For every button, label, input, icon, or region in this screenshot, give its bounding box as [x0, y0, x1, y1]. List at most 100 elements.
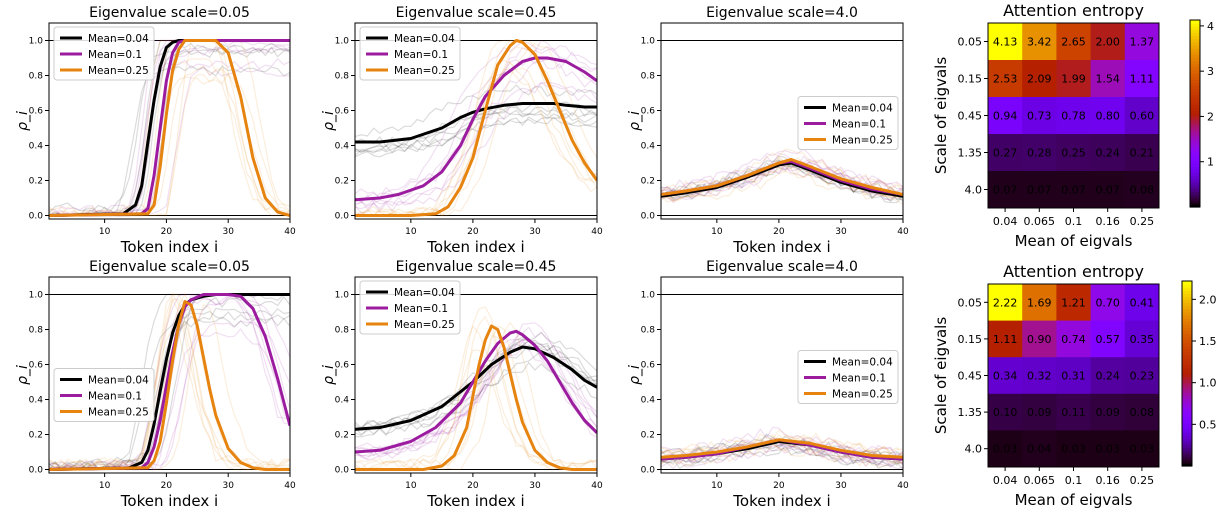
colorbar-step	[1182, 453, 1192, 458]
colorbar-tick-label: 3	[1207, 65, 1214, 78]
heatmap-cell	[1022, 60, 1057, 98]
trial-curve	[661, 432, 903, 457]
colorbar-step	[1182, 364, 1192, 368]
y-tick-label: 1.0	[29, 37, 44, 47]
cell-value-label: 0.90	[1027, 333, 1052, 346]
cell-value-label: 0.41	[1130, 296, 1155, 309]
colorbar-step	[1190, 197, 1200, 202]
x-category-label: 0.25	[1130, 474, 1155, 487]
y-tick-label: 0.4	[641, 396, 656, 406]
y-category-label: 0.15	[958, 73, 983, 86]
y-axis-label: ρ_i	[627, 365, 643, 385]
colorbar-step	[1182, 281, 1192, 285]
colorbar-step	[1190, 185, 1200, 189]
trial-curve	[355, 39, 597, 217]
axes-frame	[660, 276, 904, 474]
x-axis-label: Token index i	[732, 492, 830, 510]
heatmap-cell	[988, 23, 1023, 61]
cell-value-label: 0.09	[1027, 406, 1052, 419]
axes-frame	[354, 22, 598, 220]
legend-entry: Mean=0.04	[832, 103, 893, 115]
y-axis-label: Scale of eigvals	[932, 57, 950, 175]
colorbar-step	[1182, 308, 1192, 313]
y-tick-label: 0.6	[335, 107, 350, 117]
line-chart-5: Eigenvalue scale=0.45 0.0 0.2 0.4 0.6 0.8 1.0 1…	[321, 259, 603, 510]
y-tick-label: 0.4	[335, 396, 350, 406]
y-axis-label: ρ_i	[321, 365, 337, 385]
colorbar-step	[1182, 373, 1192, 378]
chart-title: Eigenvalue scale=4.0	[706, 259, 858, 275]
trial-curve	[355, 116, 597, 156]
colorbar-step	[1190, 122, 1200, 127]
colorbar-step	[1190, 23, 1200, 27]
cell-value-label: 0.07	[1061, 184, 1086, 197]
y-tick-label: 0.0	[29, 466, 44, 476]
heatmap-cell	[1090, 97, 1126, 135]
colorbar-step	[1182, 422, 1192, 427]
chart-title: Eigenvalue scale=0.45	[396, 259, 557, 275]
heatmap-cell	[1056, 430, 1092, 468]
colorbar-step	[1182, 462, 1192, 467]
y-tick-label: 0.8	[641, 326, 656, 336]
x-category-label: 0.065	[1024, 215, 1056, 228]
axes-frame	[48, 22, 291, 220]
cell-value-label: 0.74	[1061, 333, 1086, 346]
line-chart-3: Eigenvalue scale=4.0 0.0 0.2 0.4 0.6 0.8 1.0 10…	[627, 5, 909, 256]
trial-curve	[49, 320, 290, 471]
colorbar-step	[1190, 188, 1200, 193]
x-category-label: 0.25	[1130, 215, 1155, 228]
series-line-3	[661, 438, 903, 459]
colorbar-step	[1190, 157, 1200, 161]
legend: Mean=0.04 Mean=0.1 Mean=0.25	[797, 350, 899, 404]
heatmap-cell	[1090, 357, 1126, 395]
x-axis-label: Token index i	[120, 492, 218, 510]
colorbar-step	[1182, 355, 1192, 359]
heatmap-cell	[1124, 23, 1160, 61]
heatmap-cell	[1022, 23, 1057, 61]
colorbar-step	[1182, 413, 1192, 418]
legend-entry: Mean=0.04	[832, 357, 893, 369]
heatmap-cell	[1056, 393, 1092, 431]
x-axis-label: Token index i	[732, 238, 830, 256]
trial-curve	[355, 39, 597, 217]
line-chart-6: Eigenvalue scale=4.0 0.0 0.2 0.4 0.6 0.8 1.0 10…	[627, 259, 909, 510]
colorbar-step	[1190, 88, 1200, 93]
cell-value-label: 0.21	[1130, 147, 1155, 160]
chart-title: Eigenvalue scale=0.45	[396, 5, 557, 21]
trial-curve	[49, 307, 290, 467]
colorbar-step	[1182, 432, 1192, 436]
x-tick-label: 20	[773, 481, 785, 491]
trial-curve	[661, 148, 903, 191]
trial-curve	[355, 116, 597, 158]
y-tick-label: 0.8	[335, 72, 350, 82]
colorbar-tick-label: 1	[1207, 156, 1214, 169]
legend-entry: Mean=0.04	[88, 33, 149, 45]
colorbar-tick-label: 4	[1207, 20, 1214, 33]
colorbar-step	[1190, 129, 1200, 133]
trial-curve	[355, 322, 597, 451]
y-category-label: 0.45	[958, 370, 983, 383]
colorbar-step	[1190, 194, 1200, 199]
legend-entry: Mean=0.25	[88, 407, 149, 419]
cell-value-label: 0.03	[1095, 443, 1120, 456]
heatmap-cell	[1090, 320, 1126, 358]
heatmap-cell	[1022, 320, 1057, 358]
cell-value-label: 0.34	[993, 370, 1018, 383]
trial-curve	[661, 443, 903, 467]
trial-curve	[49, 42, 290, 214]
trial-curve	[355, 325, 597, 470]
colorbar-step	[1190, 57, 1200, 62]
heatmap-title: Attention entropy	[1003, 1, 1144, 20]
colorbar-step	[1190, 135, 1200, 140]
trial-curve	[661, 439, 903, 465]
colorbar-step	[1182, 392, 1192, 396]
colorbar-step	[1182, 441, 1192, 446]
trial-curve	[661, 148, 903, 194]
colorbar-step	[1182, 318, 1192, 322]
series-line-2	[355, 329, 597, 454]
x-axis-label: Token index i	[426, 238, 524, 256]
heatmap-cell	[1124, 430, 1160, 468]
cell-value-label: 0.80	[1095, 110, 1120, 123]
trial-curve	[661, 165, 903, 205]
colorbar-step	[1190, 154, 1200, 158]
